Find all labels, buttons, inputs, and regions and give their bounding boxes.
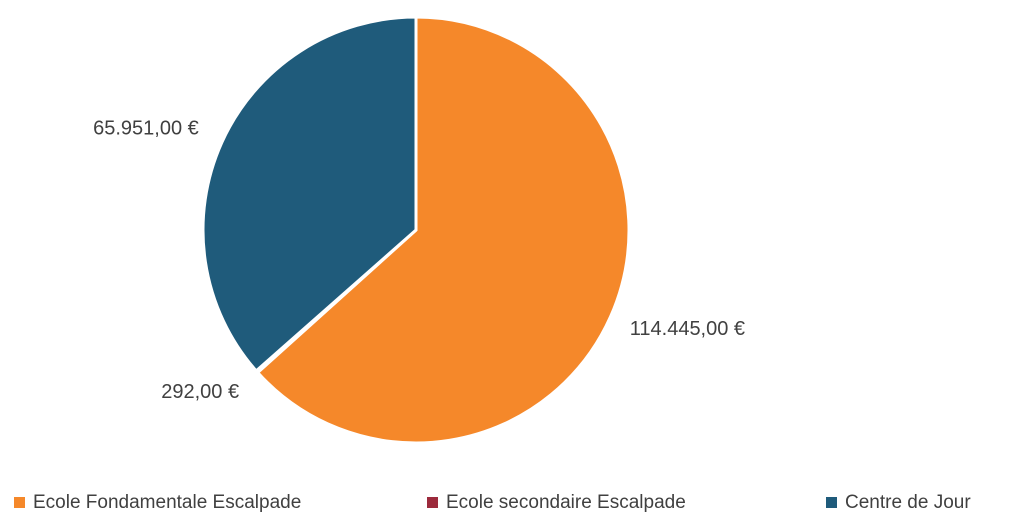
data-label: 292,00 € [161, 381, 239, 403]
legend-swatch [14, 497, 25, 508]
legend-swatch [826, 497, 837, 508]
legend-label: Ecole Fondamentale Escalpade [33, 492, 301, 513]
legend-swatch [427, 497, 438, 508]
legend-label: Ecole secondaire Escalpade [446, 492, 686, 513]
legend-label: Centre de Jour [845, 492, 971, 513]
pie-slice [255, 15, 631, 445]
data-label: 65.951,00 € [93, 117, 199, 139]
pie-slice [201, 15, 418, 373]
data-label: 114.445,00 € [630, 318, 745, 340]
